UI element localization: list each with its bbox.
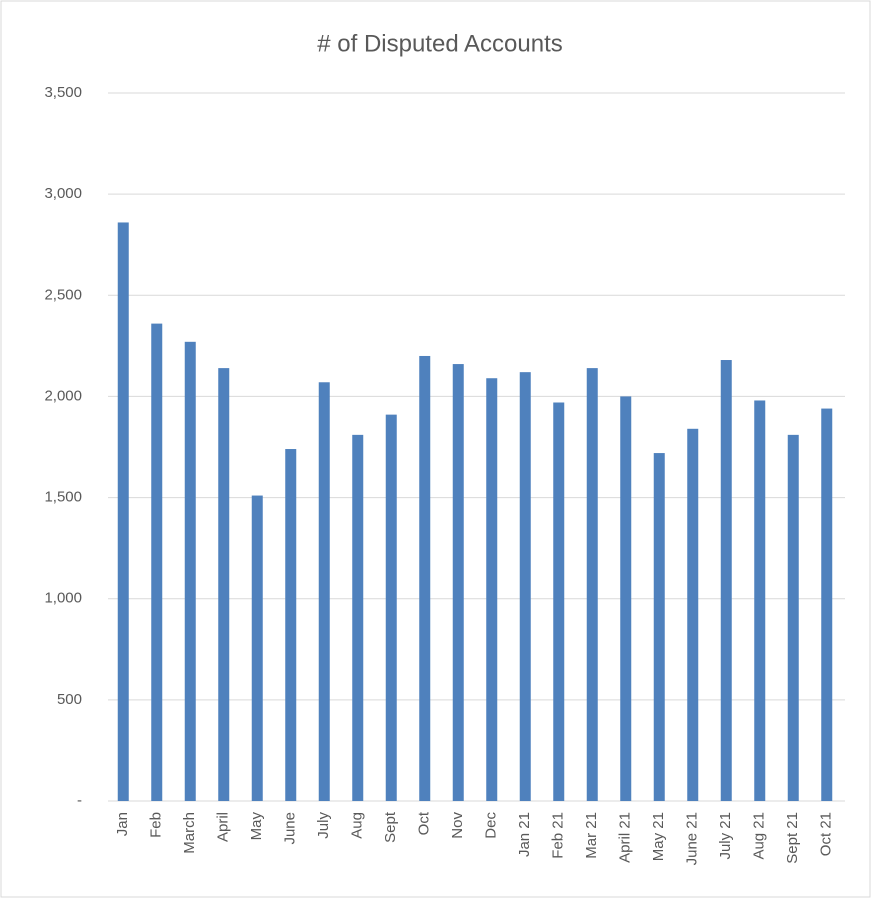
bar bbox=[352, 434, 364, 801]
bar bbox=[687, 428, 699, 801]
chart-title: # of Disputed Accounts bbox=[317, 30, 562, 57]
bar bbox=[318, 382, 330, 801]
x-tick-label: Dec bbox=[483, 812, 500, 839]
x-tick-label: June 21 bbox=[684, 812, 701, 865]
x-tick-label: Jan 21 bbox=[516, 812, 533, 857]
bar bbox=[184, 341, 196, 801]
bar bbox=[452, 364, 464, 801]
x-tick-label: Aug 21 bbox=[751, 812, 768, 860]
bar bbox=[586, 368, 598, 801]
bar bbox=[787, 434, 799, 801]
x-tick-label: July 21 bbox=[717, 812, 734, 860]
y-tick-label: 2,500 bbox=[44, 286, 82, 303]
bar bbox=[821, 408, 833, 801]
bar bbox=[754, 400, 766, 801]
bar bbox=[553, 402, 565, 801]
bar bbox=[117, 222, 129, 801]
x-tick-label: Feb 21 bbox=[550, 812, 567, 859]
bar bbox=[720, 360, 732, 801]
y-tick-label: 2,000 bbox=[44, 387, 82, 404]
bar bbox=[620, 396, 632, 801]
bar bbox=[653, 453, 665, 801]
x-tick-label: Nov bbox=[449, 812, 466, 839]
bar bbox=[419, 355, 431, 801]
x-tick-label: May bbox=[248, 812, 265, 841]
x-tick-label: Jan bbox=[114, 812, 131, 836]
x-tick-label: June bbox=[282, 812, 299, 845]
x-tick-label: April bbox=[215, 812, 232, 842]
y-tick-label: - bbox=[77, 792, 82, 809]
x-tick-label: Sept 21 bbox=[784, 812, 801, 864]
y-tick-label: 1,500 bbox=[44, 489, 82, 506]
x-tick-label: April 21 bbox=[617, 812, 634, 863]
x-tick-label: July bbox=[315, 812, 332, 839]
x-tick-label: Aug bbox=[349, 812, 366, 839]
bar bbox=[385, 414, 397, 801]
x-tick-label: May 21 bbox=[650, 812, 667, 861]
x-tick-label: Oct bbox=[416, 811, 433, 835]
y-tick-label: 3,500 bbox=[44, 84, 82, 101]
y-tick-label: 3,000 bbox=[44, 185, 82, 202]
bar bbox=[285, 449, 297, 801]
x-tick-label: Sept bbox=[382, 811, 399, 843]
x-tick-label: Oct 21 bbox=[818, 812, 835, 856]
bar bbox=[218, 368, 230, 801]
x-tick-label: Mar 21 bbox=[583, 812, 600, 859]
bar bbox=[486, 378, 498, 801]
bar bbox=[151, 323, 163, 801]
y-tick-label: 500 bbox=[57, 691, 82, 708]
x-tick-label: March bbox=[181, 812, 198, 854]
bar bbox=[251, 495, 263, 801]
bar bbox=[519, 372, 531, 801]
x-tick-label: Feb bbox=[148, 812, 165, 838]
y-tick-label: 1,000 bbox=[44, 590, 82, 607]
